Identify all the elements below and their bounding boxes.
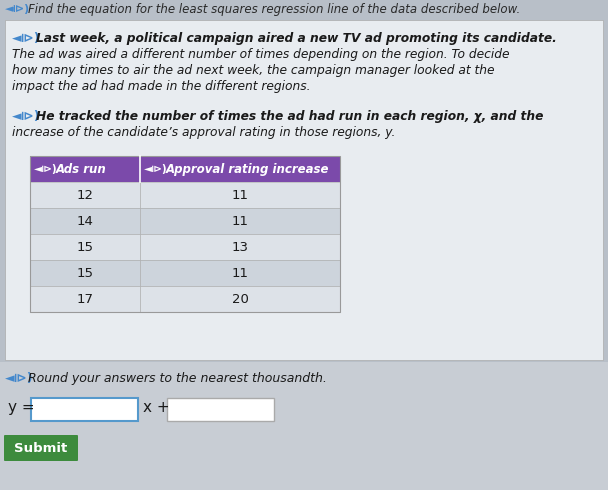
Text: ◄⧐): ◄⧐) [5,372,33,385]
FancyBboxPatch shape [167,398,274,421]
Text: ◄⧐): ◄⧐) [5,4,30,14]
FancyBboxPatch shape [140,260,340,286]
Text: 17: 17 [77,293,94,305]
FancyBboxPatch shape [140,208,340,234]
Text: impact the ad had made in the different regions.: impact the ad had made in the different … [12,80,311,93]
Text: 14: 14 [77,215,94,227]
FancyBboxPatch shape [0,0,608,18]
FancyBboxPatch shape [140,234,340,260]
FancyBboxPatch shape [140,286,340,312]
Text: Ads run: Ads run [56,163,107,175]
Text: ◄⧐): ◄⧐) [12,32,41,45]
Text: y =: y = [8,400,35,415]
FancyBboxPatch shape [30,260,140,286]
FancyBboxPatch shape [0,362,608,490]
FancyBboxPatch shape [140,182,340,208]
Text: 13: 13 [232,241,249,253]
Text: Find the equation for the least squares regression line of the data described be: Find the equation for the least squares … [28,2,520,16]
Text: how many times to air the ad next week, the campaign manager looked at the: how many times to air the ad next week, … [12,64,494,77]
FancyBboxPatch shape [31,398,138,421]
Text: Approval rating increase: Approval rating increase [166,163,330,175]
Text: 11: 11 [232,267,249,279]
Text: 15: 15 [77,241,94,253]
Text: 15: 15 [77,267,94,279]
Text: Round your answers to the nearest thousandth.: Round your answers to the nearest thousa… [28,372,327,385]
Text: 12: 12 [77,189,94,201]
FancyBboxPatch shape [5,20,603,360]
Text: ◄⧐): ◄⧐) [12,110,41,123]
Text: Submit: Submit [15,441,67,455]
Text: 11: 11 [232,215,249,227]
FancyBboxPatch shape [30,286,140,312]
Text: The ad was aired a different number of times depending on the region. To decide: The ad was aired a different number of t… [12,48,510,61]
Text: ◄⧐): ◄⧐) [144,164,168,174]
Text: He tracked the number of times the ad had run in each region, χ, and the: He tracked the number of times the ad ha… [36,110,544,123]
Text: x +: x + [143,400,170,415]
FancyBboxPatch shape [30,234,140,260]
FancyBboxPatch shape [30,182,140,208]
FancyBboxPatch shape [4,435,78,461]
FancyBboxPatch shape [30,208,140,234]
Text: increase of the candidate’s approval rating in those regions, y.: increase of the candidate’s approval rat… [12,126,395,139]
Text: Last week, a political campaign aired a new TV ad promoting its candidate.: Last week, a political campaign aired a … [36,32,557,45]
FancyBboxPatch shape [30,156,340,182]
Text: 20: 20 [232,293,249,305]
Text: 11: 11 [232,189,249,201]
Text: ◄⧐): ◄⧐) [34,164,58,174]
